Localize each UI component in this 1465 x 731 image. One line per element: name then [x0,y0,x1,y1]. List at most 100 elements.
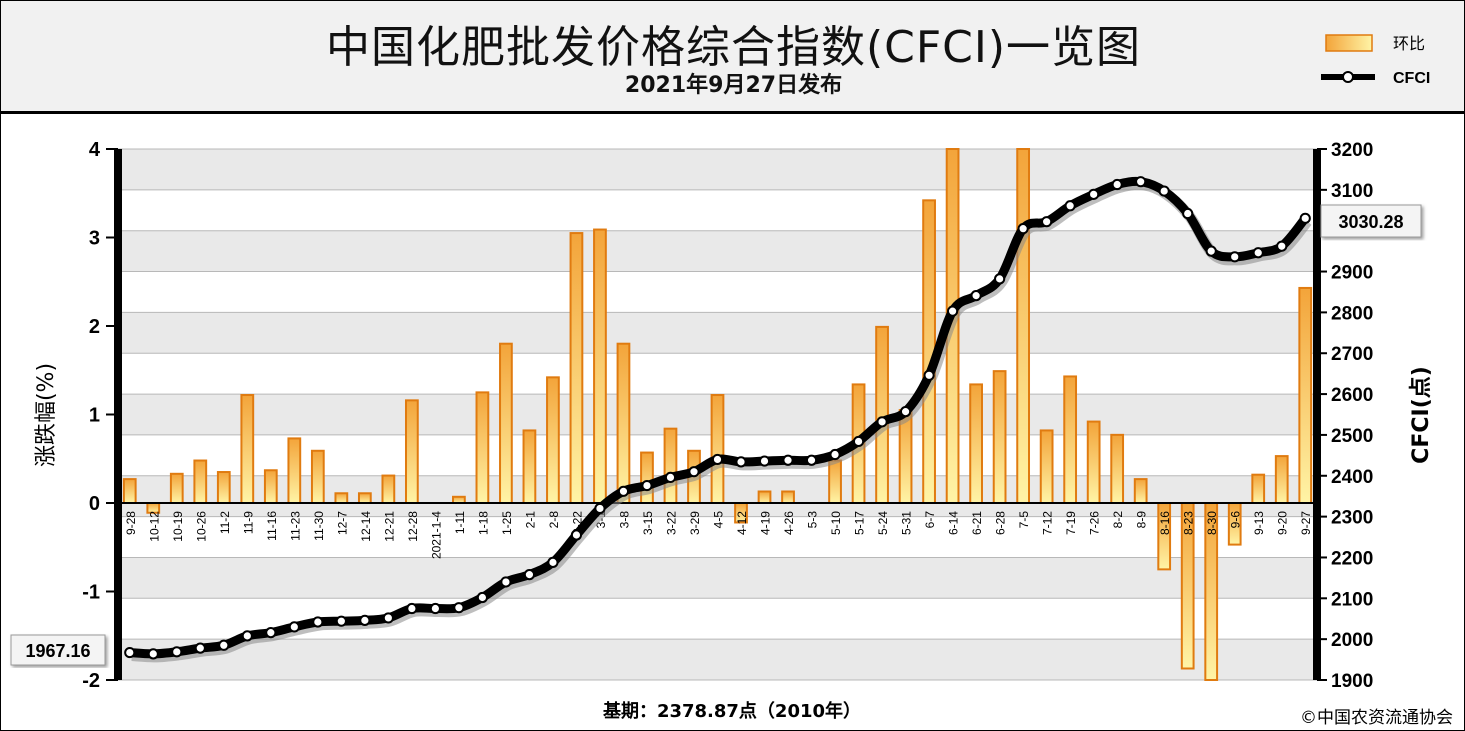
x-tick-label: 7-12 [1041,511,1055,535]
cfci-point [288,621,300,633]
cfci-point [335,615,347,627]
bar [1016,148,1031,504]
bar [1086,420,1101,504]
x-tick-label: 9-6 [1229,511,1243,529]
x-tick-label: 12-14 [359,511,373,542]
bar [710,394,725,504]
cfci-point [523,569,536,581]
left-tick-label: 3 [89,228,100,250]
x-tick-label: 7-19 [1064,511,1078,535]
cfci-point [500,576,512,588]
x-tick-label: 6-28 [994,511,1008,535]
x-tick-label: 10-26 [194,511,208,542]
bar [569,232,584,504]
cfci-point [899,406,912,418]
cfci-point [664,471,677,484]
start-value-callout: 1967.16 [10,634,106,666]
cfci-point [547,556,559,568]
x-tick-label: 11-16 [265,511,279,541]
grid-band [118,639,1317,680]
bar [875,325,889,505]
cfci-point [1276,240,1288,252]
cfci-point [876,416,888,428]
x-tick-label: 2021-1-4 [429,511,443,559]
cfci-point [1252,247,1264,259]
bar [122,478,137,505]
cfci-point [923,369,935,381]
bar [828,459,842,504]
cfci-point [1158,185,1170,197]
x-tick-label: 11-9 [241,511,255,534]
grid-band [118,230,1317,272]
bar [310,449,325,505]
cfci-point [241,630,253,642]
cfci-point [1017,223,1029,235]
cfci-point [312,616,324,628]
bar [1298,286,1313,504]
x-tick-label: 12-21 [382,511,396,542]
x-tick-label: 2-8 [547,511,561,529]
bar [616,342,631,505]
cfci-point [382,612,394,624]
bar [1133,478,1148,505]
bar [522,429,537,504]
bar [1274,455,1289,504]
x-tick-label: 8-2 [1111,511,1125,529]
right-tick-label: 2900 [1331,263,1373,284]
cfci-point [688,466,700,478]
bar [1110,433,1125,505]
bar [216,471,231,504]
bar [404,399,419,504]
grid-band [118,312,1317,354]
bar [357,492,372,505]
x-tick-label: 8-30 [1205,511,1219,535]
cfci-point [805,454,818,466]
x-tick-label: 11-2 [218,511,232,534]
x-tick-label: 5-17 [853,511,867,535]
x-tick-label: 12-28 [406,511,420,542]
bar [381,474,396,505]
right-tick-label: 2600 [1331,385,1373,406]
x-tick-label: 10-12 [147,511,161,542]
x-tick-label: 5-10 [829,511,843,535]
right-tick-label: 3200 [1331,140,1373,161]
legend-line-label: CFCI [1393,70,1430,87]
bar [475,391,490,504]
bar [992,370,1007,505]
cfci-point [1182,207,1194,220]
cfci-point [829,448,841,461]
cfci-point [1111,178,1123,191]
bar [593,228,607,504]
cfci-point [194,642,206,654]
cfci-point [1041,216,1053,228]
left-tick-label: 4 [89,139,101,161]
x-tick-label: 9-20 [1276,511,1290,535]
cfci-point [1229,251,1241,263]
cfci-point [147,648,159,660]
x-tick-label: 9-28 [124,511,138,535]
x-tick-label: 5-24 [876,511,890,535]
x-tick-label: 2-1 [523,511,537,529]
cfci-point [1064,200,1076,212]
cfci-point [406,602,418,615]
bar [757,490,772,504]
bar [1039,429,1054,504]
legend-line-marker [1342,71,1354,83]
x-tick-label: 4-19 [759,511,773,535]
cfci-point [852,435,865,448]
cfci-point [735,456,747,468]
x-tick-label: 4-26 [782,511,796,535]
x-tick-label: 3-29 [688,511,702,535]
cfci-point [758,455,771,467]
plot-area: 9-28 10-12 10-19 10-26 11-2 11-9 11-16 11-23 11-… [82,139,1373,692]
x-tick-label: 9-13 [1252,511,1266,535]
x-tick-label: 8-16 [1158,511,1172,535]
right-tick-label: 2000 [1331,630,1373,651]
cfci-point [1205,245,1217,257]
left-tick-label: -2 [82,670,100,692]
right-tick-label: 2300 [1331,508,1373,529]
cfci-point [1135,176,1147,188]
cfci-point [617,485,630,497]
